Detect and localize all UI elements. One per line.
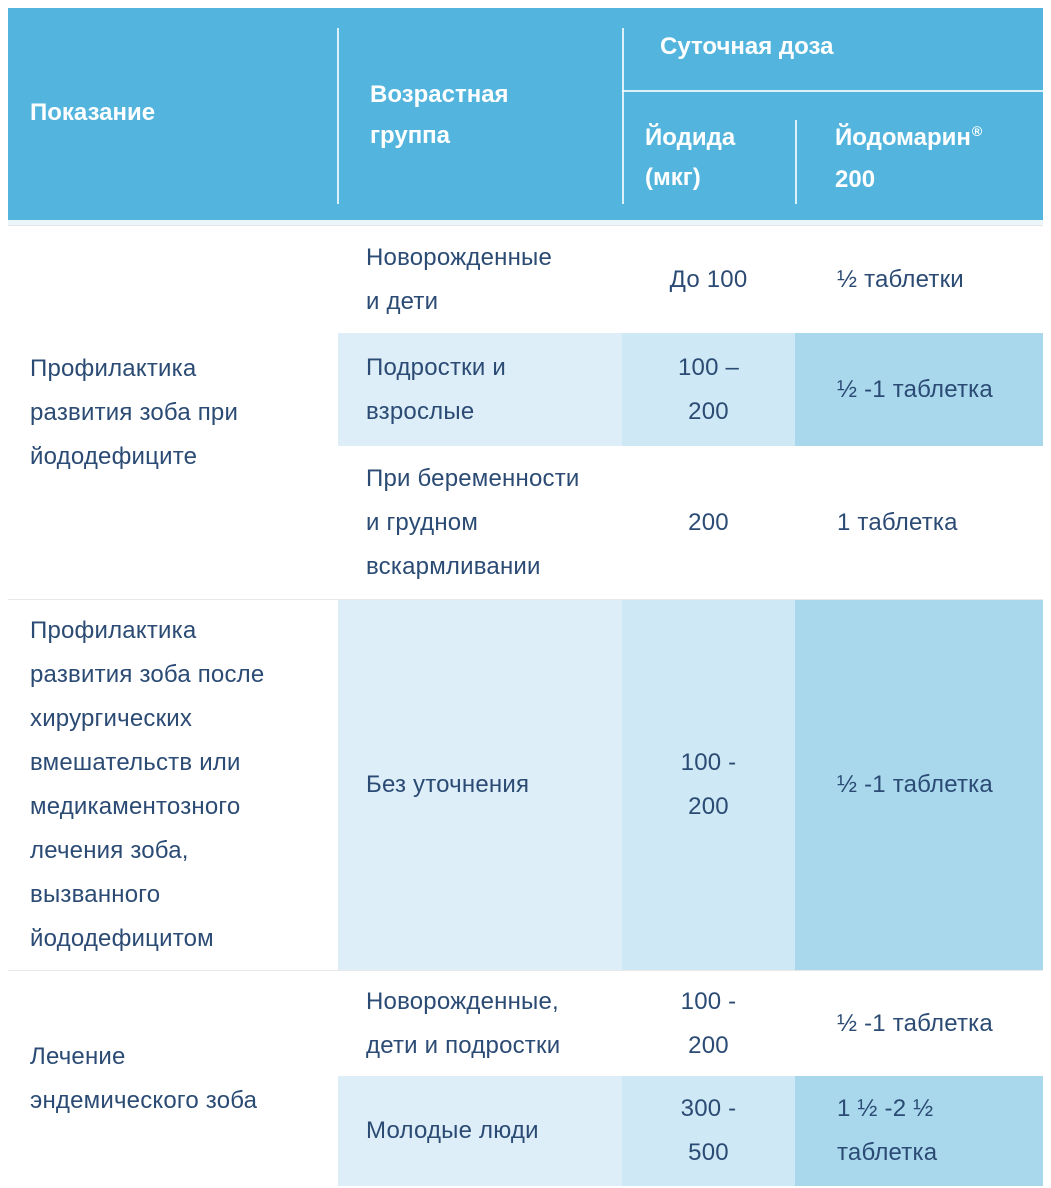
header-separator xyxy=(8,220,1043,226)
column-header-age-group: Возрастная группа xyxy=(370,81,509,149)
tablets-dose-cell: ½ -1 таблетка xyxy=(795,600,1043,970)
column-header-iodide-mcg: Йодида (мкг) xyxy=(645,124,736,191)
column-header-indication: Показание xyxy=(30,99,156,126)
section-goiter-prevention-after-treatment: Профилактика развития зоба после хирурги… xyxy=(8,599,1043,970)
iodide-dose-cell: 200 xyxy=(688,508,729,536)
indication-cell: Профилактика развития зоба при йододефиц… xyxy=(30,354,239,470)
brand-number: 200 xyxy=(835,166,876,193)
iodide-dose-cell: До 100 xyxy=(669,265,748,293)
dosage-table: Показание Возрастная группа Суточная доз… xyxy=(8,8,1043,1186)
age-group-cell: Новорожденные и дети xyxy=(366,243,553,315)
section-endemic-goiter-treatment: Лечение эндемического зоба Новорожденные… xyxy=(8,970,1043,1186)
header-divider-horizontal xyxy=(622,90,1043,92)
tablets-dose-cell: ½ -1 таблетка xyxy=(795,333,1043,446)
age-group-cell: Без уточнения xyxy=(338,600,622,970)
iodide-dose-cell: 100 - 200 xyxy=(622,600,795,970)
column-header-yodomarin-200: Йодомарин® 200 xyxy=(835,118,982,200)
header-divider-vertical-2 xyxy=(622,28,624,204)
tablets-dose-cell: ½ таблетки xyxy=(837,265,964,293)
age-group-cell: Молодые люди xyxy=(338,1076,622,1186)
age-group-cell: Новорожденные, дети и подростки xyxy=(366,987,561,1059)
header-divider-vertical-1 xyxy=(337,28,339,204)
brand-name: Йодомарин xyxy=(835,124,971,151)
age-group-cell: Подростки и взрослые xyxy=(338,333,622,446)
column-header-daily-dose: Суточная доза xyxy=(660,33,834,60)
tablets-dose-cell: 1 ½ -2 ½ таблетка xyxy=(795,1076,1043,1186)
registered-trademark-symbol: ® xyxy=(971,123,983,139)
brand-name-line: Йодомарин® xyxy=(835,118,982,160)
table-header: Показание Возрастная группа Суточная доз… xyxy=(8,8,1043,220)
indication-cell: Профилактика развития зоба после хирурги… xyxy=(30,617,265,952)
tablets-dose-cell: 1 таблетка xyxy=(837,508,958,536)
section-goiter-prevention-deficiency: Профилактика развития зоба при йододефиц… xyxy=(8,226,1043,599)
age-group-cell: При беременности и грудном вскармливании xyxy=(366,464,580,580)
iodide-dose-cell: 300 - 500 xyxy=(622,1076,795,1186)
iodide-dose-cell: 100 – 200 xyxy=(622,333,795,446)
header-divider-vertical-3 xyxy=(795,120,797,204)
indication-cell: Лечение эндемического зоба xyxy=(30,1042,258,1114)
tablets-dose-cell: ½ -1 таблетка xyxy=(837,1009,993,1037)
iodide-dose-cell: 100 - 200 xyxy=(680,987,737,1059)
